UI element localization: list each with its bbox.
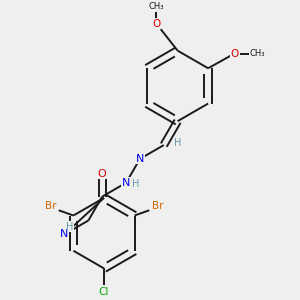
Text: O: O bbox=[98, 169, 106, 178]
Text: CH₃: CH₃ bbox=[148, 2, 164, 11]
Text: O: O bbox=[152, 19, 160, 28]
Text: O: O bbox=[231, 49, 239, 59]
Text: Cl: Cl bbox=[99, 287, 109, 297]
Text: CH₃: CH₃ bbox=[250, 50, 265, 58]
Text: H: H bbox=[132, 179, 139, 189]
Text: H: H bbox=[174, 138, 181, 148]
Text: N: N bbox=[60, 229, 69, 239]
Text: Br: Br bbox=[152, 201, 163, 211]
Text: N: N bbox=[136, 154, 144, 164]
Text: Br: Br bbox=[45, 201, 56, 211]
Text: N: N bbox=[122, 178, 130, 188]
Text: H: H bbox=[66, 222, 74, 232]
